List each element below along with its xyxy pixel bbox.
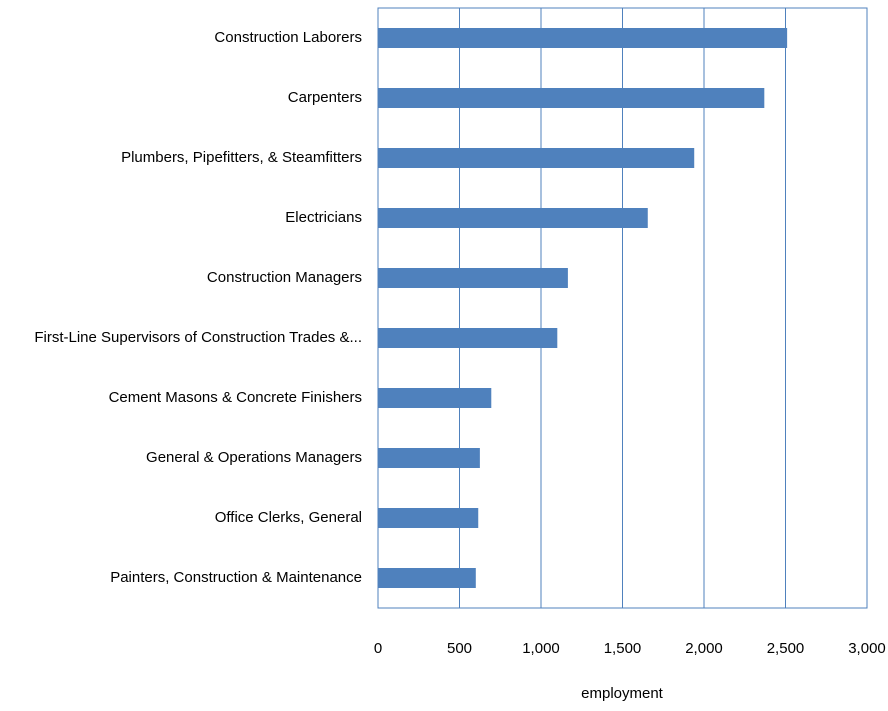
y-tick-label: General & Operations Managers bbox=[146, 449, 362, 466]
bar bbox=[378, 148, 695, 168]
y-tick-label: Construction Laborers bbox=[214, 29, 362, 46]
y-tick-label: Electricians bbox=[285, 209, 362, 226]
bar bbox=[378, 88, 765, 108]
x-tick-label: 3,000 bbox=[848, 640, 886, 657]
y-tick-label: Office Clerks, General bbox=[215, 509, 362, 526]
y-tick-label: First-Line Supervisors of Construction T… bbox=[34, 329, 362, 346]
bar bbox=[378, 388, 492, 408]
bar bbox=[378, 568, 476, 588]
y-tick-label: Construction Managers bbox=[207, 269, 362, 286]
x-tick-label: 2,500 bbox=[767, 640, 805, 657]
y-tick-label: Painters, Construction & Maintenance bbox=[110, 569, 362, 586]
bar bbox=[378, 448, 480, 468]
x-tick-label: 1,000 bbox=[522, 640, 560, 657]
bar bbox=[378, 28, 788, 48]
x-tick-label: 0 bbox=[374, 640, 382, 657]
y-tick-label: Carpenters bbox=[288, 89, 362, 106]
bar bbox=[378, 508, 479, 528]
y-tick-label: Plumbers, Pipefitters, & Steamfitters bbox=[121, 149, 362, 166]
x-tick-label: 500 bbox=[447, 640, 472, 657]
x-tick-label: 1,500 bbox=[604, 640, 642, 657]
x-tick-label: 2,000 bbox=[685, 640, 723, 657]
bar bbox=[378, 328, 558, 348]
x-axis-label: employment bbox=[581, 685, 664, 702]
y-tick-label: Cement Masons & Concrete Finishers bbox=[109, 389, 362, 406]
bar bbox=[378, 208, 648, 228]
bar bbox=[378, 268, 568, 288]
